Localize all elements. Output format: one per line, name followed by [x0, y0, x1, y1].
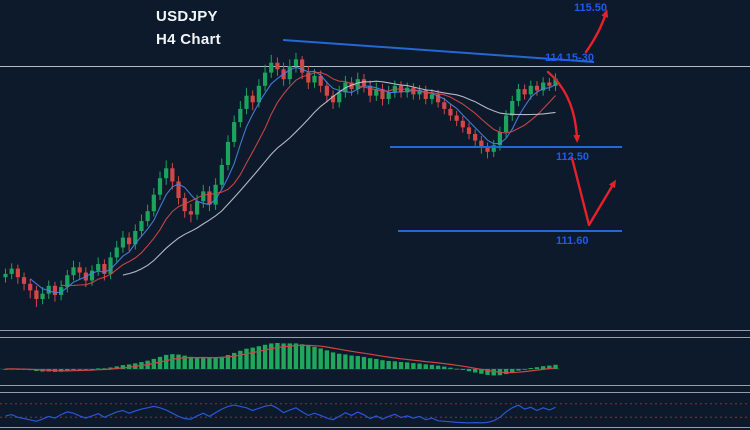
arrow-down-first	[546, 70, 581, 143]
ma-slow	[122, 80, 556, 276]
price-annotation-label: 115.50	[574, 2, 608, 14]
price-pane-candles	[3, 52, 558, 307]
symbol-title: USDJPY	[156, 8, 218, 25]
oscillator-line	[5, 404, 556, 424]
timeframe-title: H4 Chart	[156, 31, 221, 48]
arrow-up-target	[584, 9, 609, 54]
arrow-down-bounce	[570, 156, 617, 227]
macd-signal-line	[5, 344, 556, 374]
pane-separators	[0, 66, 750, 428]
price-annotation-label: 111.60	[556, 235, 589, 247]
moving-averages	[29, 66, 556, 294]
price-annotation-label: 114.15-30	[545, 52, 594, 64]
macd-pane	[0, 343, 560, 376]
analyst-annotations	[282, 9, 622, 232]
ma-mid	[61, 72, 556, 287]
price-annotation-label: 112.50	[556, 151, 590, 163]
oscillator-pane	[0, 403, 750, 424]
ma-fast	[29, 66, 556, 294]
descending-trendline	[282, 39, 595, 63]
